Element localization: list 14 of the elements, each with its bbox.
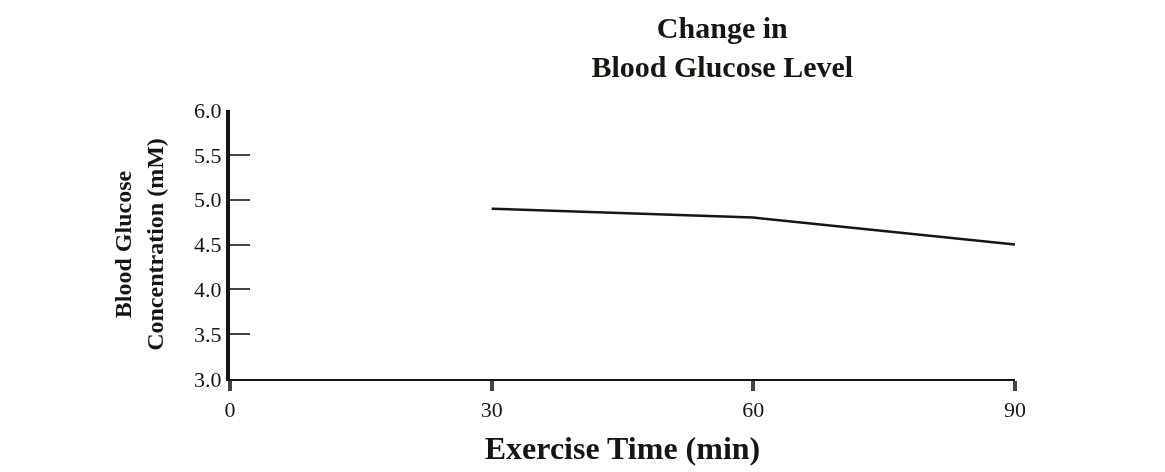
chart-title: Change in Blood Glucose Level <box>591 10 854 83</box>
x-tick-label: 60 <box>742 397 765 423</box>
y-tick-label: 3.5 <box>194 321 222 347</box>
x-tick-label: 0 <box>224 397 236 423</box>
y-tick-label: 5.0 <box>194 187 222 213</box>
x-tick-label: 30 <box>480 397 503 423</box>
x-tick-label: 90 <box>1004 397 1026 423</box>
y-tick-label: 3.0 <box>194 366 222 392</box>
y-tick-label: 4.5 <box>194 232 222 258</box>
y-axis-title: Blood Glucose Concentration (mM) <box>110 138 168 351</box>
y-tick-label: 5.5 <box>194 142 222 168</box>
y-tick-label: 6.0 <box>194 97 222 123</box>
y-tick-label: 4.0 <box>194 277 222 303</box>
x-axis-title: Exercise Time (min) <box>484 429 761 466</box>
